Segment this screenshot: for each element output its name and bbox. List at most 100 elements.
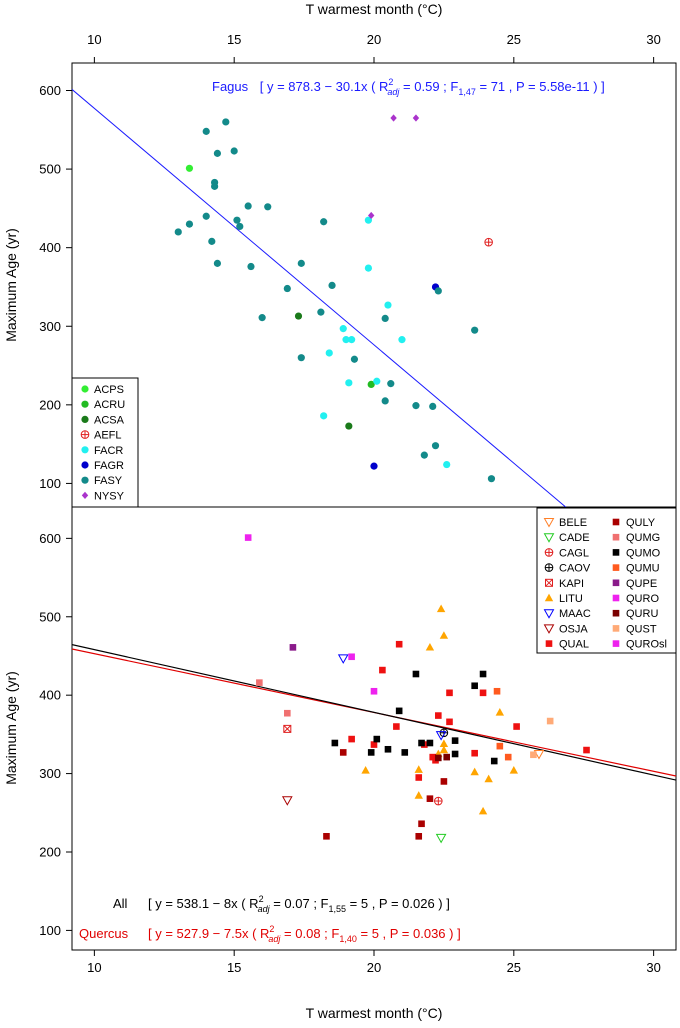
point-fasy: [233, 216, 241, 224]
legend-label-qupe: QUPE: [626, 578, 657, 590]
point-fasy: [431, 442, 440, 450]
point-fasy: [230, 147, 238, 155]
point-nysy: [368, 211, 375, 220]
point-qumo: [412, 670, 420, 678]
top-y-tick-label: 500: [39, 162, 61, 177]
point-maac: [337, 654, 349, 664]
legend-marker-quro: [612, 594, 620, 602]
bottom-x-axis-title: T warmest month (°C): [306, 1005, 443, 1021]
point-fasy: [429, 402, 437, 411]
point-fasy: [487, 475, 496, 483]
quercus-f-value: = 5 , P = 0.036 ) ]: [357, 926, 461, 941]
point-fasy: [222, 118, 230, 126]
point-qual: [513, 723, 520, 730]
point-fasy: [283, 284, 291, 293]
legend-label-qumu: QUMU: [626, 563, 660, 575]
bottom-y-axis-ticks: 100 200 300 400 500 600: [39, 531, 72, 938]
quercus-f-sub: 1,40: [339, 934, 357, 944]
point-litu: [484, 774, 493, 783]
point-osja: [281, 796, 293, 806]
top-y-tick-label: 300: [39, 319, 61, 334]
point-litu: [478, 806, 488, 815]
fagus-equation-body: [ y = 878.3 − 30.1x ( R: [260, 79, 389, 94]
point-fasy: [420, 451, 428, 459]
legend-marker-caov: [544, 563, 554, 572]
point-facr: [345, 379, 353, 387]
point-qumu: [496, 742, 504, 750]
legend-label-kapi: KAPI: [559, 578, 584, 590]
top-x-tick-label: 10: [87, 32, 101, 47]
point-qumo: [451, 750, 459, 758]
point-quly: [440, 778, 448, 785]
bottom-y-tick-label: 500: [39, 609, 61, 624]
point-facr: [342, 336, 350, 344]
all-equation: All [ y = 538.1 − 8x ( R2 adj = 0.07 ; F1…: [113, 894, 450, 914]
fagus-f-value: = 71 , P = 5.58e-11 ) ]: [476, 79, 605, 94]
point-litu: [414, 791, 423, 799]
legend-marker-qumg: [612, 533, 620, 541]
point-litu: [509, 766, 519, 774]
point-litu: [414, 765, 423, 773]
point-qual: [471, 749, 478, 757]
point-fasy: [213, 259, 222, 267]
point-fasy: [381, 314, 389, 322]
legend-label-qumg: QUMG: [626, 532, 660, 544]
all-r2-sub: adj: [258, 904, 271, 914]
legend-label-nysy: NYSY: [94, 490, 125, 502]
legend-label-acsa: ACSA: [94, 414, 125, 426]
point-fasy: [258, 314, 266, 322]
point-fasy: [264, 203, 272, 211]
point-cagl: [434, 796, 443, 806]
legend-label-osja: OSJA: [559, 623, 588, 635]
bottom-x-tick-label: 10: [87, 960, 101, 975]
bottom-y-tick-label: 300: [39, 766, 61, 781]
legend-label-facr: FACR: [94, 445, 123, 457]
point-facr: [373, 377, 381, 385]
point-litu: [425, 642, 435, 651]
bottom-x-tick-label: 20: [367, 960, 381, 975]
fagus-regression-line: [72, 89, 567, 507]
legend-label-aefl: AEFL: [94, 430, 122, 442]
fagus-r2-value: = 0.59 ; F: [399, 79, 458, 94]
point-facr: [364, 216, 373, 224]
point-qumo: [471, 682, 478, 690]
quercus-equation: Quercus [ y = 527.9 − 7.5x ( R2 adj = 0.0…: [79, 924, 461, 944]
legend-marker-qumo: [612, 549, 620, 556]
bottom-y-tick-label: 400: [39, 688, 61, 703]
top-x-axis-title: T warmest month (°C): [306, 1, 443, 17]
point-fasy: [297, 259, 305, 267]
legend-marker-qurosl: [612, 640, 620, 647]
point-qual: [393, 723, 400, 730]
all-f-sub: 1,55: [329, 904, 347, 914]
legend-marker-quru: [612, 609, 620, 617]
point-qumo: [479, 670, 487, 678]
legend-label-qurosl: QUROsl: [626, 639, 667, 651]
point-fasy: [236, 222, 244, 231]
point-qumu: [493, 687, 501, 695]
legend-marker-qual: [545, 640, 553, 647]
point-acsa: [345, 422, 353, 430]
legend-label-qumo: QUMO: [626, 547, 661, 559]
point-facr: [320, 412, 328, 420]
legend-marker-osja: [543, 624, 555, 634]
point-quru: [443, 753, 451, 761]
bottom-y-tick-label: 600: [39, 531, 61, 546]
legend-marker-facr: [81, 446, 89, 454]
point-qual: [479, 689, 487, 697]
point-fagr: [370, 462, 378, 470]
point-kapi: [283, 724, 292, 733]
legend-marker-kapi: [545, 578, 553, 587]
bottom-legend: BELE CADE CAGL CAOV KAPI LITU MAAC OSJA QUAL QULY…: [543, 517, 667, 651]
legend-label-quro: QURO: [626, 593, 659, 605]
point-maac: [435, 731, 447, 741]
point-qual: [429, 753, 437, 761]
top-panel-frame: [71, 62, 677, 508]
point-qual: [370, 741, 378, 748]
legend-label-caov: CAOV: [559, 563, 591, 575]
point-fasy: [317, 308, 325, 316]
legend-label-cade: CADE: [559, 532, 590, 544]
top-y-tick-label: 600: [39, 83, 61, 98]
point-facr: [384, 301, 392, 309]
bottom-x-axis-ticks: 10 15 20 25 30: [87, 950, 661, 975]
bottom-legend-box: [536, 507, 677, 654]
